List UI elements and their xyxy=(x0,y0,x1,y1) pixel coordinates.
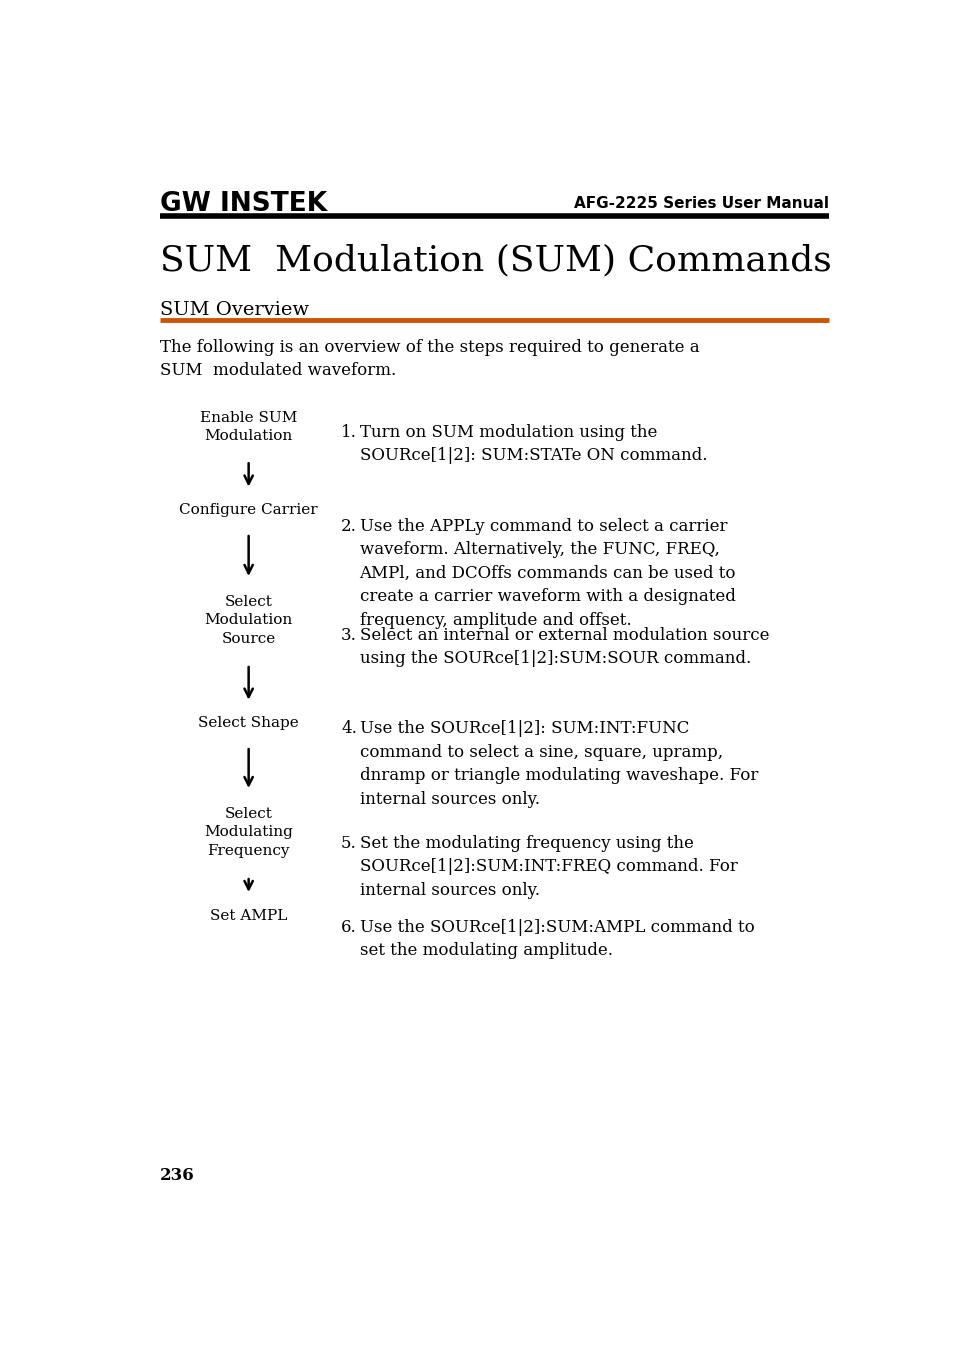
Text: GW INSTEK: GW INSTEK xyxy=(160,190,327,216)
Text: 3.: 3. xyxy=(341,626,356,644)
Text: Configure Carrier: Configure Carrier xyxy=(179,504,317,517)
Text: Enable SUM
Modulation: Enable SUM Modulation xyxy=(200,410,297,443)
Text: 1.: 1. xyxy=(341,424,356,441)
Text: Use the SOURce[1|2]: SUM:INT:FUNC
command to select a sine, square, upramp,
dnra: Use the SOURce[1|2]: SUM:INT:FUNC comman… xyxy=(359,720,757,807)
Text: SUM  Modulation (SUM) Commands: SUM Modulation (SUM) Commands xyxy=(160,244,831,278)
Text: 5.: 5. xyxy=(341,834,356,852)
Text: 2.: 2. xyxy=(341,517,356,535)
Text: Set the modulating frequency using the
SOURce[1|2]:SUM:INT:FREQ command. For
int: Set the modulating frequency using the S… xyxy=(359,834,737,899)
Text: Set AMPL: Set AMPL xyxy=(210,909,287,922)
Text: Use the APPLy command to select a carrier
waveform. Alternatively, the FUNC, FRE: Use the APPLy command to select a carrie… xyxy=(359,517,736,629)
Text: Select Shape: Select Shape xyxy=(198,717,298,730)
Text: 6.: 6. xyxy=(341,919,356,936)
Text: AFG-2225 Series User Manual: AFG-2225 Series User Manual xyxy=(574,196,828,211)
Text: 236: 236 xyxy=(160,1166,194,1184)
Text: Select an internal or external modulation source
using the SOURce[1|2]:SUM:SOUR : Select an internal or external modulatio… xyxy=(359,626,768,667)
Text: Select
Modulating
Frequency: Select Modulating Frequency xyxy=(204,807,293,857)
Text: Turn on SUM modulation using the
SOURce[1|2]: SUM:STATe ON command.: Turn on SUM modulation using the SOURce[… xyxy=(359,424,706,464)
Text: SUM  modulated waveform.: SUM modulated waveform. xyxy=(160,362,395,378)
Text: Select
Modulation
Source: Select Modulation Source xyxy=(204,595,293,645)
Text: The following is an overview of the steps required to generate a: The following is an overview of the step… xyxy=(160,339,699,355)
Text: SUM Overview: SUM Overview xyxy=(160,301,309,319)
Text: Use the SOURce[1|2]:SUM:AMPL command to
set the modulating amplitude.: Use the SOURce[1|2]:SUM:AMPL command to … xyxy=(359,919,754,960)
Text: 4.: 4. xyxy=(341,720,356,737)
